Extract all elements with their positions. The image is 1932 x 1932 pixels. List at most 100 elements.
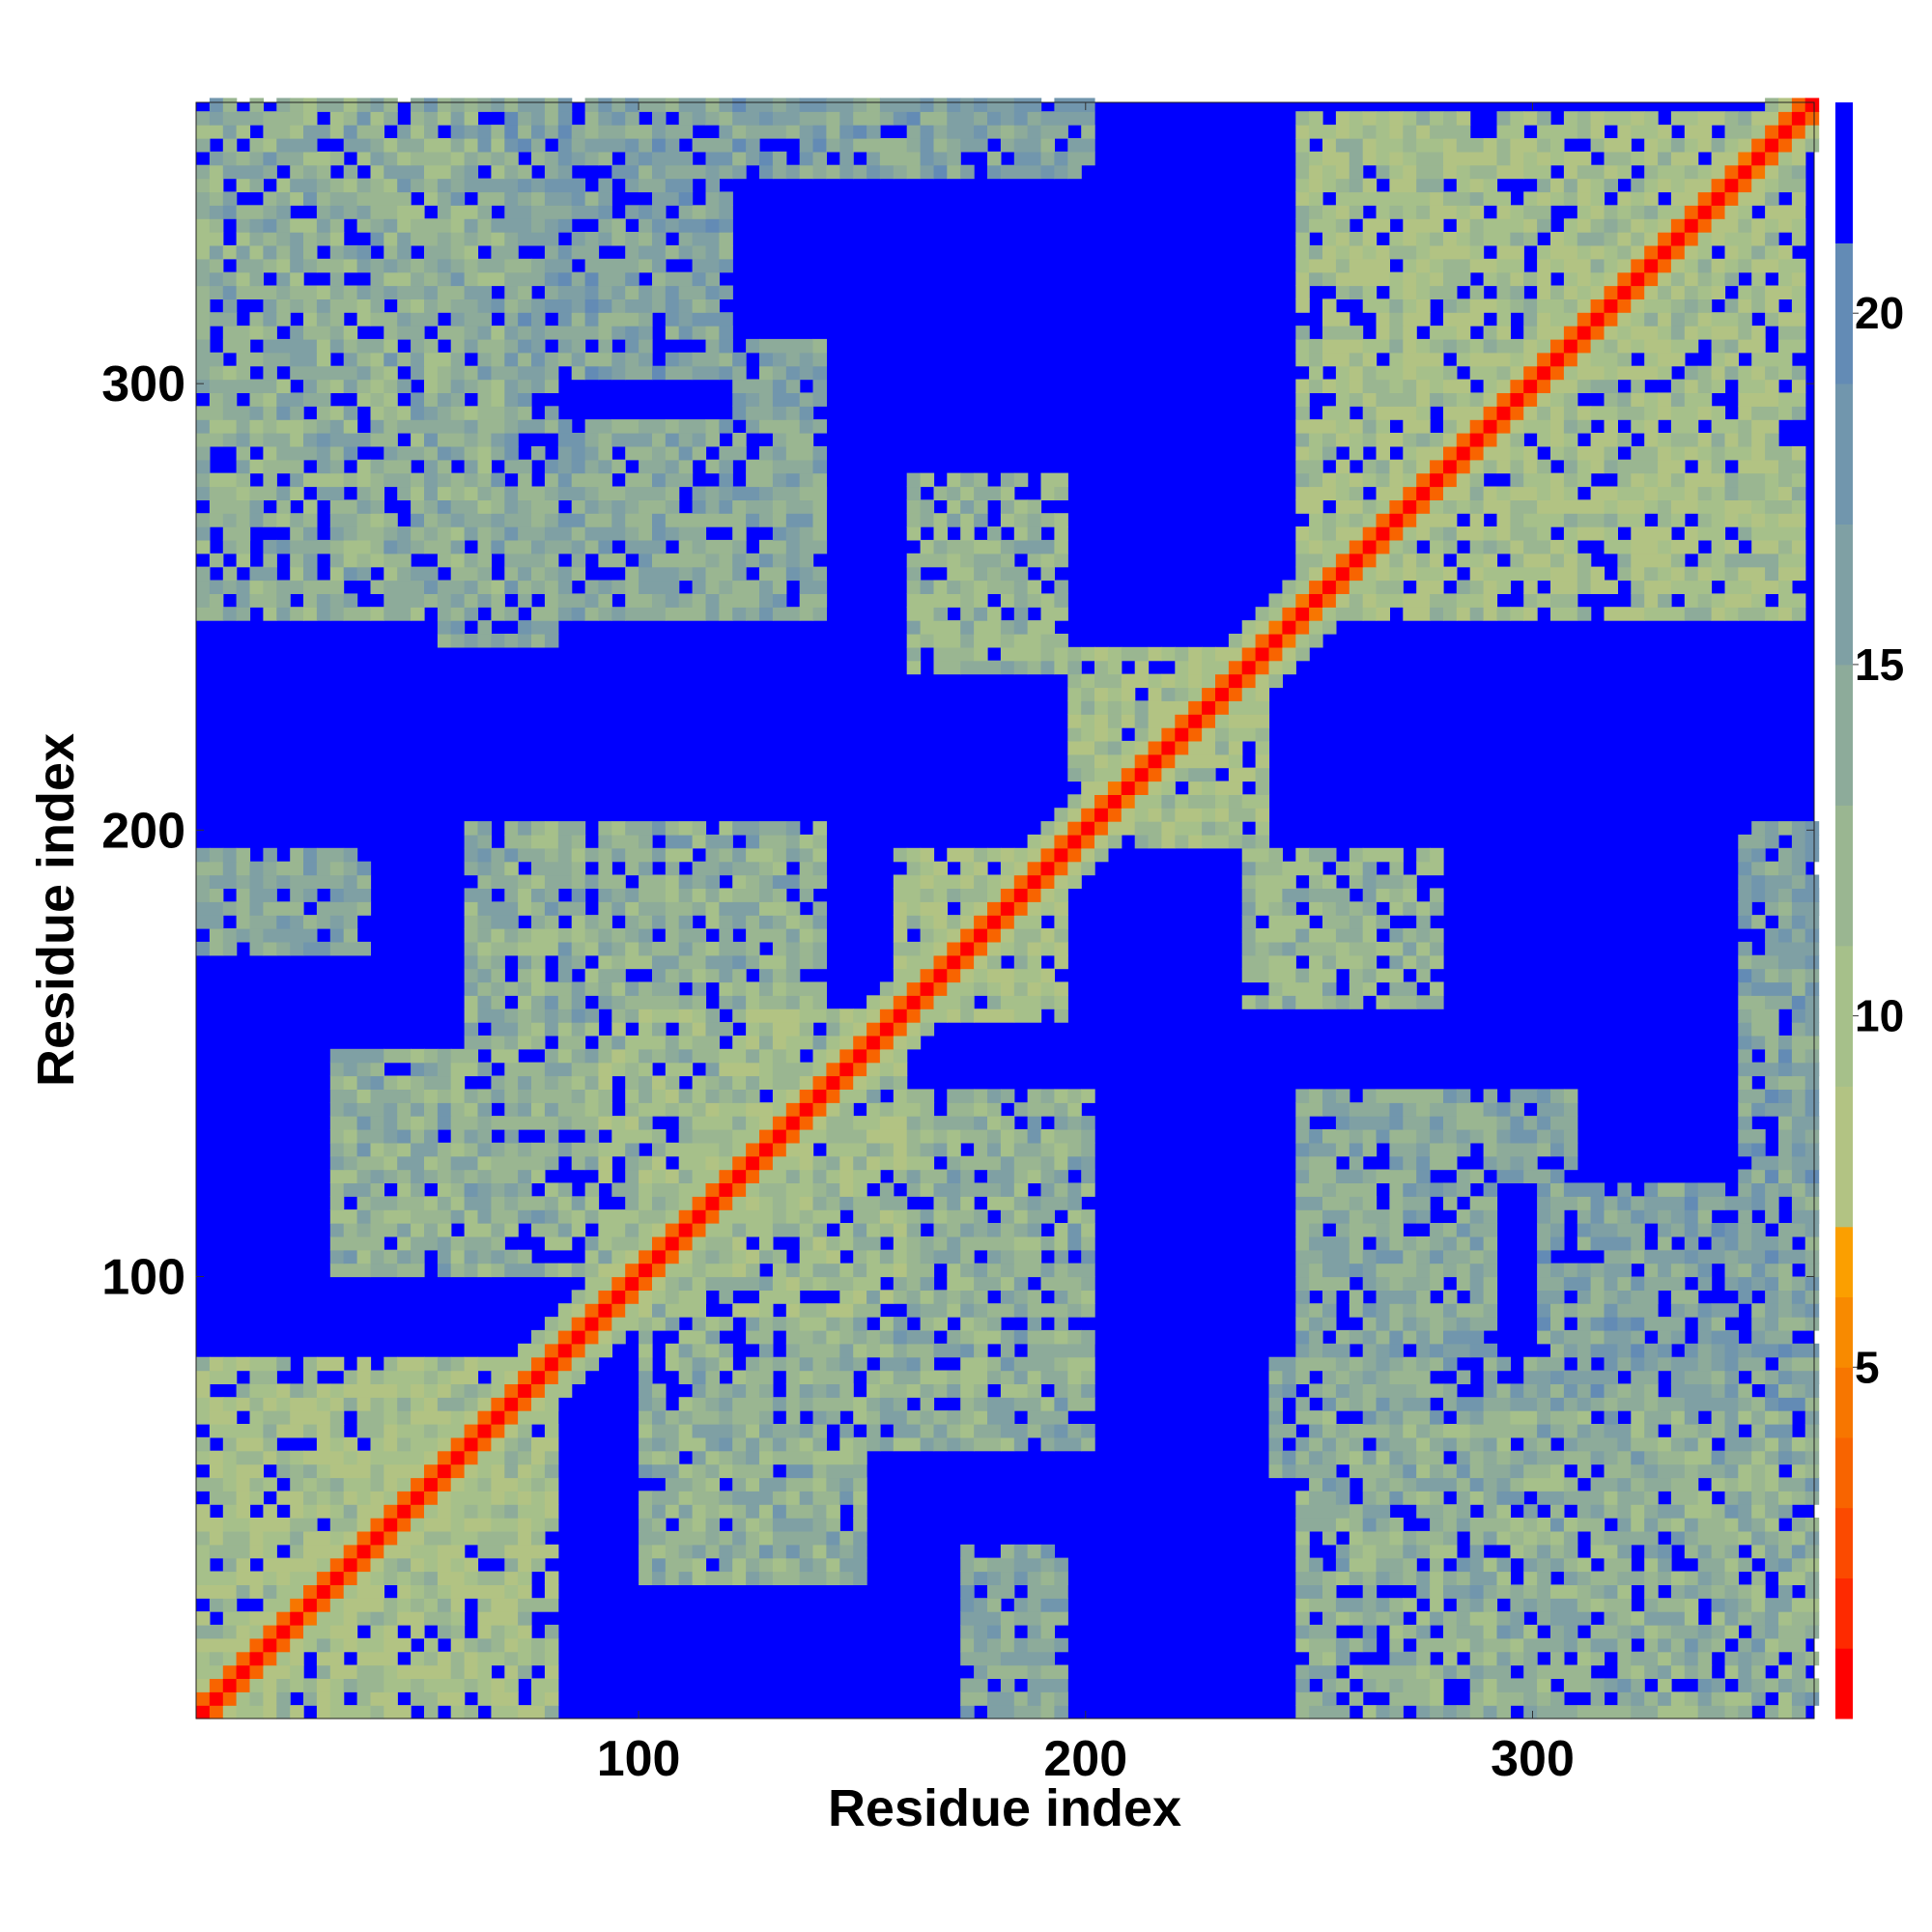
heatmap-cell xyxy=(1563,1089,1578,1103)
heatmap-cell xyxy=(987,580,1015,594)
heatmap-cell xyxy=(692,1463,707,1479)
heatmap-cell xyxy=(639,580,680,594)
heatmap-cell xyxy=(1040,861,1055,876)
heatmap-cell xyxy=(504,1009,519,1023)
heatmap-cell xyxy=(491,433,505,447)
heatmap-cell xyxy=(196,433,224,447)
heatmap-cell xyxy=(947,1236,961,1251)
heatmap-cell xyxy=(1590,580,1618,594)
heatmap-cell xyxy=(504,1397,519,1411)
heatmap-cell xyxy=(263,1544,277,1559)
heatmap-cell xyxy=(1416,1436,1431,1452)
heatmap-cell xyxy=(450,499,479,514)
heatmap-cell xyxy=(303,1424,318,1438)
heatmap-cell xyxy=(1054,915,1068,929)
heatmap-cell xyxy=(1658,1557,1672,1573)
heatmap-cell xyxy=(1027,901,1042,916)
heatmap-cell xyxy=(1711,1370,1726,1384)
heatmap-cell xyxy=(1322,1102,1350,1117)
heatmap-cell xyxy=(370,1182,384,1197)
heatmap-cell xyxy=(1322,1424,1337,1438)
heatmap-cell xyxy=(665,1450,680,1465)
heatmap-cell xyxy=(906,1129,922,1144)
heatmap-cell xyxy=(1322,1182,1337,1197)
heatmap-cell xyxy=(236,915,251,929)
heatmap-cell xyxy=(1670,1584,1686,1599)
heatmap-cell xyxy=(557,1116,573,1130)
heatmap-cell xyxy=(384,1571,398,1585)
heatmap-cell xyxy=(1349,539,1364,554)
heatmap-cell xyxy=(518,1598,559,1612)
heatmap-cell xyxy=(1054,1436,1082,1452)
heatmap-cell xyxy=(1255,821,1270,836)
heatmap-cell xyxy=(356,861,372,876)
heatmap-cell xyxy=(329,539,345,554)
heatmap-cell xyxy=(1161,727,1176,742)
heatmap-cell xyxy=(1751,1691,1766,1706)
heatmap-cell xyxy=(209,1424,264,1438)
heatmap-cell xyxy=(1604,419,1618,434)
heatmap-cell xyxy=(1469,1678,1485,1692)
heatmap-cell xyxy=(1765,968,1779,983)
heatmap-cell xyxy=(1416,1209,1431,1224)
heatmap-cell xyxy=(1550,1303,1565,1318)
heatmap-cell xyxy=(343,1450,358,1465)
heatmap-cell xyxy=(1040,1142,1055,1157)
heatmap-cell xyxy=(329,1424,345,1438)
heatmap-cell xyxy=(1188,781,1203,795)
heatmap-cell xyxy=(1054,861,1068,876)
heatmap-cell xyxy=(665,1169,680,1183)
heatmap-cell xyxy=(290,406,304,420)
heatmap-cell xyxy=(531,1035,546,1050)
heatmap-cell xyxy=(303,1691,318,1706)
heatmap-cell xyxy=(785,821,801,836)
heatmap-cell xyxy=(933,981,948,996)
heatmap-cell xyxy=(1711,1598,1726,1612)
heatmap-cell xyxy=(772,593,787,608)
heatmap-cell xyxy=(1322,1263,1350,1278)
heatmap-cell xyxy=(974,1303,988,1318)
heatmap-cell xyxy=(329,1410,345,1425)
heatmap-cell xyxy=(384,1664,398,1679)
heatmap-cell xyxy=(384,1424,398,1438)
heatmap-cell xyxy=(329,1129,345,1144)
heatmap-cell xyxy=(1751,1263,1766,1278)
heatmap-cell xyxy=(196,901,224,916)
heatmap-cell xyxy=(719,847,733,863)
heatmap-cell xyxy=(531,1491,546,1505)
heatmap-cell xyxy=(1684,1303,1699,1318)
heatmap-cell xyxy=(1000,1571,1015,1585)
heatmap-cell xyxy=(384,1557,398,1573)
heatmap-cell xyxy=(1804,1182,1820,1197)
heatmap-cell xyxy=(290,888,304,902)
heatmap-cell xyxy=(1738,995,1766,1009)
heatmap-cell xyxy=(1282,1463,1296,1479)
heatmap-cell xyxy=(316,445,331,461)
heatmap-cell xyxy=(1335,861,1350,876)
heatmap-cell xyxy=(464,1450,479,1465)
heatmap-cell xyxy=(1711,566,1726,582)
heatmap-cell xyxy=(1550,392,1565,407)
heatmap-cell xyxy=(705,1571,733,1585)
heatmap-cell xyxy=(1644,499,1659,514)
heatmap-cell xyxy=(759,1182,787,1197)
heatmap-cell xyxy=(1738,1477,1752,1492)
heatmap-cell xyxy=(625,901,639,916)
heatmap-cell xyxy=(397,1356,425,1372)
heatmap-cell xyxy=(1738,1383,1752,1398)
heatmap-cell xyxy=(477,1691,492,1706)
heatmap-cell xyxy=(1765,888,1779,902)
heatmap-cell xyxy=(1751,1651,1766,1666)
heatmap-cell xyxy=(1738,1089,1766,1103)
heatmap-cell xyxy=(893,1062,908,1077)
heatmap-cell xyxy=(1416,1249,1431,1264)
heatmap-cell xyxy=(316,1691,331,1706)
heatmap-cell xyxy=(746,1223,774,1237)
heatmap-cell xyxy=(879,1223,895,1237)
heatmap-cell xyxy=(1376,499,1390,514)
heatmap-cell xyxy=(920,1182,935,1197)
heatmap-cell xyxy=(1188,740,1216,755)
heatmap-cell xyxy=(464,1424,479,1438)
heatmap-cell xyxy=(732,406,747,420)
heatmap-cell xyxy=(639,1116,653,1130)
